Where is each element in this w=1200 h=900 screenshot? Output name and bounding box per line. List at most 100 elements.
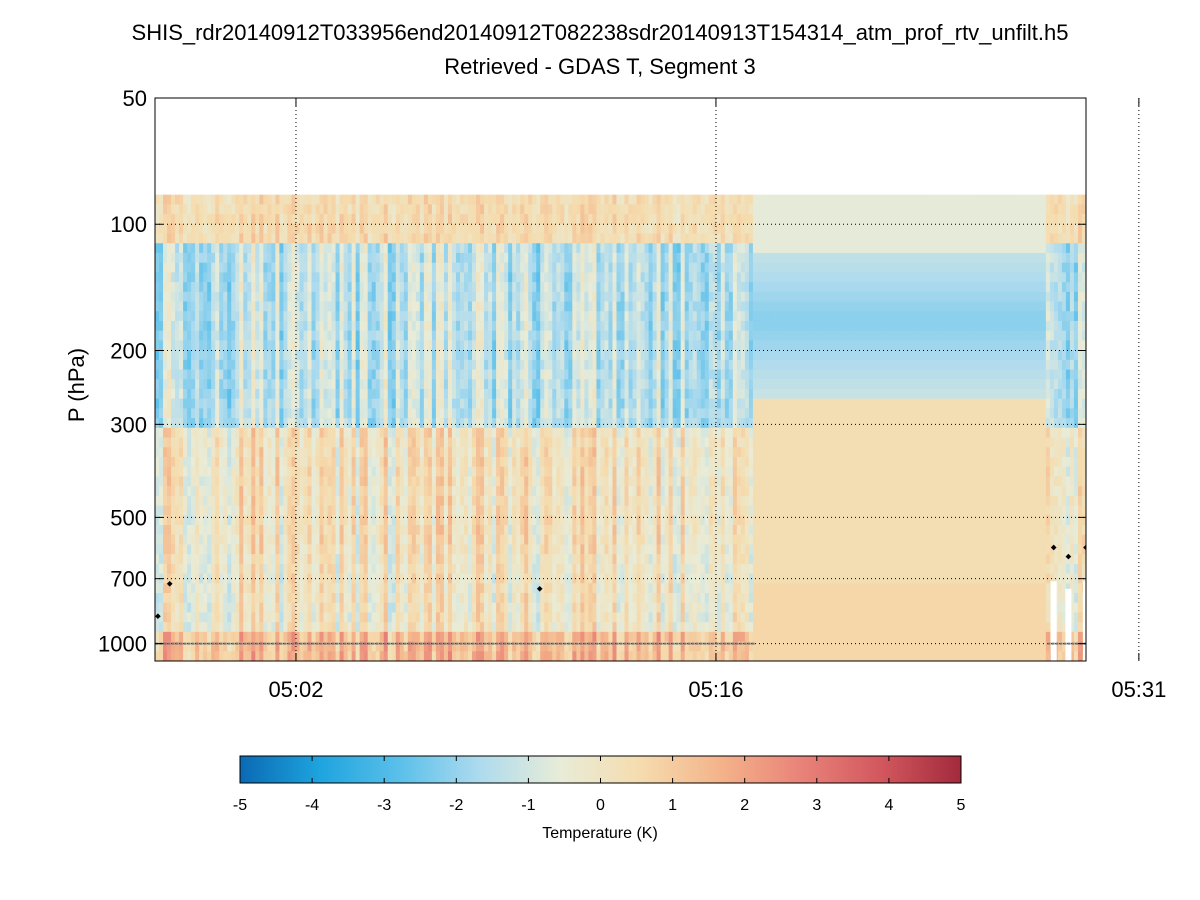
heatmap-cell [395,214,401,225]
heatmap-cell [423,524,429,536]
heatmap-cell [235,651,240,661]
heatmap-cell [427,505,433,516]
heatmap-cell [423,311,429,322]
heatmap-cell [516,262,521,273]
heatmap-cell [564,340,569,351]
heatmap-cell [307,554,313,565]
heatmap-cell [367,388,373,400]
heatmap-cell [500,466,505,478]
heatmap-cell [419,651,425,661]
heatmap-cell [367,311,373,322]
heatmap-cell [179,641,184,652]
heatmap-cell [311,291,317,303]
heatmap-cell [219,320,224,332]
heatmap-cell [488,223,493,235]
heatmap-cell [488,534,493,546]
heatmap-cell [219,272,224,283]
heatmap-cell [203,447,208,458]
heatmap-cell [307,272,313,283]
heatmap-cell [223,369,228,380]
heatmap-cell [431,524,437,536]
heatmap-cell [343,272,349,283]
heatmap-cell [339,311,345,322]
heatmap-cell [548,340,553,351]
heatmap-cell [159,388,164,400]
heatmap-cell [255,214,260,225]
heatmap-cell [287,233,293,244]
heatmap-cell [351,495,357,507]
heatmap-cell [371,194,377,205]
heatmap-cell [391,272,397,283]
heatmap-cell [524,544,529,555]
heatmap-cell [167,583,172,594]
heatmap-cell [319,204,325,215]
heatmap-cell [564,359,569,371]
heatmap-cell [395,388,401,400]
heatmap-cell [203,223,208,235]
heatmap-cell [447,243,453,254]
heatmap-cell [171,524,176,536]
heatmap-cell [231,622,236,633]
heatmap-cell [443,583,449,594]
heatmap-cell [187,641,192,652]
heatmap-cell [219,301,224,312]
heatmap-cell [175,592,180,604]
heatmap-cell [484,418,489,429]
heatmap-cell [472,359,477,371]
heatmap-cell [395,418,401,429]
heatmap-cell [488,612,493,623]
heatmap-cell [163,583,168,594]
heatmap-cell [508,563,513,575]
heatmap-cell [524,622,529,633]
heatmap-cell [199,476,204,487]
heatmap-cell [223,282,228,293]
heatmap-cell [447,524,453,536]
heatmap-cell [319,554,325,565]
heatmap-cell [247,330,252,341]
heatmap-cell [560,515,565,526]
heatmap-cell [528,262,533,273]
heatmap-cell [195,641,200,652]
heatmap-cell [411,408,417,419]
heatmap-cell [283,486,289,497]
heatmap-cell [492,262,497,273]
heatmap-cell [159,486,164,497]
heatmap-cell [403,408,409,419]
heatmap-cell [259,534,264,546]
heatmap-cell [363,427,369,439]
heatmap-cell [319,194,325,205]
heatmap-cell [223,418,228,429]
heatmap-cell [279,524,285,536]
heatmap-cell [415,466,421,478]
heatmap-cell [371,495,377,507]
heatmap-cell [544,252,549,264]
heatmap-cell [279,612,285,623]
heatmap-cell [419,612,425,623]
heatmap-cell [231,515,236,526]
heatmap-cell [508,311,513,322]
heatmap-cell [275,486,280,497]
heatmap-cell [355,427,361,439]
heatmap-cell [564,505,569,516]
heatmap-cell [339,524,345,536]
heatmap-cell [512,320,517,332]
heatmap-cell [464,476,469,487]
heatmap-cell [387,466,393,478]
heatmap-cell [263,320,268,332]
heatmap-cell [496,408,501,419]
heatmap-cell [464,544,469,555]
heatmap-cell [323,418,329,429]
heatmap-cell [544,456,549,468]
heatmap-cell [403,233,409,244]
heatmap-cell [211,427,216,439]
heatmap-cell [211,233,216,244]
heatmap-cell [363,311,369,322]
heatmap-cell [451,359,457,371]
heatmap-cell [195,486,200,497]
heatmap-cell [187,359,192,371]
heatmap-cell [227,194,232,205]
heatmap-cell [235,573,240,584]
heatmap-cell [447,612,453,623]
heatmap-cell [155,524,160,536]
